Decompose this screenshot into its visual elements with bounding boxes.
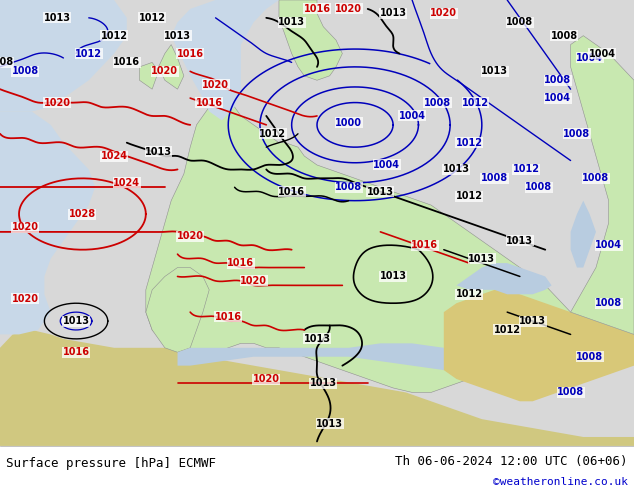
Text: 1008: 1008 bbox=[551, 31, 578, 41]
Polygon shape bbox=[279, 0, 342, 80]
Text: 1008: 1008 bbox=[0, 57, 13, 68]
Polygon shape bbox=[146, 98, 571, 392]
Text: ©weatheronline.co.uk: ©weatheronline.co.uk bbox=[493, 477, 628, 487]
Text: 1013: 1013 bbox=[63, 316, 89, 326]
Text: 1004: 1004 bbox=[589, 49, 616, 58]
Text: 1013: 1013 bbox=[164, 31, 191, 41]
Text: 1020: 1020 bbox=[240, 276, 267, 286]
Text: 1012: 1012 bbox=[513, 165, 540, 174]
Text: 1016: 1016 bbox=[215, 312, 242, 321]
Text: 1024: 1024 bbox=[101, 151, 127, 161]
Polygon shape bbox=[171, 0, 279, 121]
Text: 1013: 1013 bbox=[278, 17, 305, 27]
Text: 1008: 1008 bbox=[583, 173, 609, 183]
Text: 1008: 1008 bbox=[424, 98, 451, 108]
Text: 1013: 1013 bbox=[316, 418, 343, 429]
Text: 1004: 1004 bbox=[595, 240, 622, 250]
Text: 1012: 1012 bbox=[456, 191, 482, 201]
Text: Th 06-06-2024 12:00 UTC (06+06): Th 06-06-2024 12:00 UTC (06+06) bbox=[395, 455, 628, 468]
Text: 1024: 1024 bbox=[113, 178, 140, 188]
Text: 1016: 1016 bbox=[196, 98, 223, 108]
Text: 1016: 1016 bbox=[177, 49, 204, 58]
Text: 1000: 1000 bbox=[335, 118, 362, 127]
Polygon shape bbox=[0, 0, 634, 446]
Text: 1016: 1016 bbox=[278, 187, 305, 197]
Polygon shape bbox=[456, 263, 552, 294]
Polygon shape bbox=[0, 330, 634, 446]
Text: 1013: 1013 bbox=[469, 254, 495, 264]
Polygon shape bbox=[139, 62, 158, 89]
Text: 1020: 1020 bbox=[253, 374, 280, 384]
Text: Surface pressure [hPa] ECMWF: Surface pressure [hPa] ECMWF bbox=[6, 457, 216, 470]
Text: 1008: 1008 bbox=[576, 352, 603, 362]
Text: 1004: 1004 bbox=[576, 53, 603, 63]
Text: 1020: 1020 bbox=[177, 231, 204, 242]
Text: 1016: 1016 bbox=[304, 4, 330, 14]
Text: 1012: 1012 bbox=[75, 49, 102, 58]
Polygon shape bbox=[146, 268, 209, 352]
Text: 1012: 1012 bbox=[259, 129, 286, 139]
Polygon shape bbox=[0, 0, 127, 112]
Text: 1012: 1012 bbox=[456, 138, 482, 147]
Text: 1008: 1008 bbox=[335, 182, 362, 192]
Text: 1008: 1008 bbox=[557, 388, 584, 397]
Text: 1013: 1013 bbox=[507, 236, 533, 246]
Text: 1020: 1020 bbox=[44, 98, 70, 108]
Text: 1020: 1020 bbox=[152, 66, 178, 76]
Text: 1013: 1013 bbox=[145, 147, 172, 157]
Text: 1016: 1016 bbox=[63, 347, 89, 357]
Text: 1013: 1013 bbox=[443, 165, 470, 174]
Text: 1004: 1004 bbox=[373, 160, 400, 170]
Text: 1012: 1012 bbox=[139, 13, 165, 23]
Text: 1016: 1016 bbox=[411, 240, 438, 250]
Text: 1008: 1008 bbox=[12, 66, 39, 76]
Text: 1008: 1008 bbox=[526, 182, 552, 192]
Text: 1013: 1013 bbox=[44, 13, 70, 23]
Text: 1004: 1004 bbox=[399, 111, 425, 121]
Text: 1013: 1013 bbox=[304, 334, 330, 344]
Polygon shape bbox=[158, 45, 184, 89]
Text: 1020: 1020 bbox=[430, 8, 457, 19]
Text: 1013: 1013 bbox=[481, 66, 508, 76]
Text: 1008: 1008 bbox=[507, 17, 533, 27]
Text: 1012: 1012 bbox=[101, 31, 127, 41]
Text: 1008: 1008 bbox=[481, 173, 508, 183]
Text: 1013: 1013 bbox=[380, 8, 406, 19]
Text: 1013: 1013 bbox=[380, 271, 406, 281]
Text: 1020: 1020 bbox=[12, 294, 39, 304]
Polygon shape bbox=[25, 13, 76, 40]
Text: 1012: 1012 bbox=[494, 325, 521, 335]
Polygon shape bbox=[571, 36, 634, 334]
Text: 1012: 1012 bbox=[456, 289, 482, 299]
Text: 1020: 1020 bbox=[335, 4, 362, 14]
Text: 1012: 1012 bbox=[462, 98, 489, 108]
Text: 1028: 1028 bbox=[69, 209, 96, 219]
Polygon shape bbox=[571, 201, 596, 268]
Text: 1013: 1013 bbox=[519, 316, 546, 326]
Text: 1013: 1013 bbox=[310, 378, 337, 389]
Text: 1016: 1016 bbox=[228, 258, 254, 268]
Text: 1013: 1013 bbox=[367, 187, 394, 197]
Polygon shape bbox=[431, 290, 634, 401]
Text: 1008: 1008 bbox=[564, 129, 590, 139]
Text: 1016: 1016 bbox=[113, 57, 140, 68]
Text: 1004: 1004 bbox=[545, 93, 571, 103]
Polygon shape bbox=[178, 343, 444, 370]
Polygon shape bbox=[0, 112, 95, 334]
Text: 1008: 1008 bbox=[595, 298, 622, 308]
Text: 1008: 1008 bbox=[545, 75, 571, 85]
Text: 1020: 1020 bbox=[202, 80, 229, 90]
Text: 1020: 1020 bbox=[12, 222, 39, 232]
